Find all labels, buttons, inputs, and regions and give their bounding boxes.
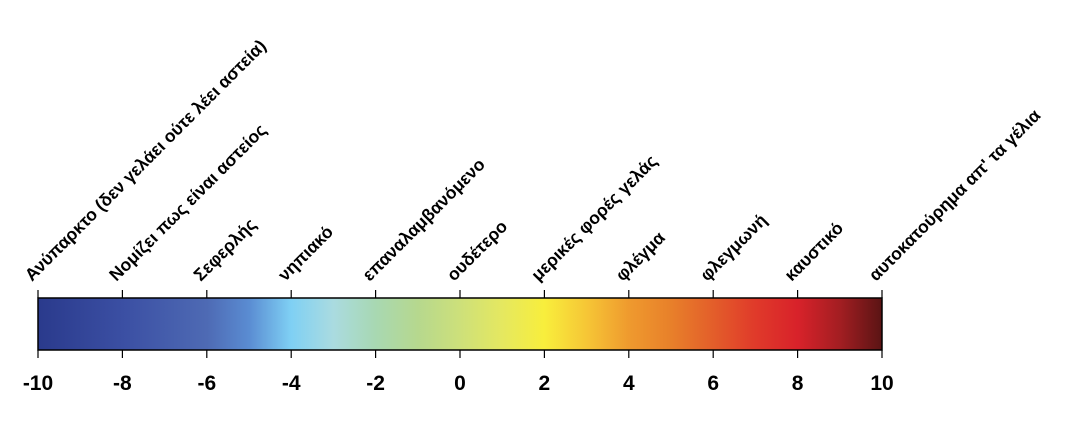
bottom-tick-marks (37, 350, 883, 358)
tick-value-label: -10 (23, 372, 53, 395)
number-labels: -10 -8 -6 -4 -2 0 2 4 6 8 10 (23, 372, 894, 395)
tick-value-label: 2 (539, 372, 551, 395)
tick-value-label: 8 (792, 372, 804, 395)
category-label: ουδέτερο (443, 216, 512, 285)
tick-value-label: 10 (870, 372, 893, 395)
category-label: Σεφερλής (189, 214, 260, 285)
color-gradient-bar (37, 297, 883, 351)
tick-value-label: 6 (707, 372, 719, 395)
tick-value-label: 4 (623, 372, 635, 395)
category-label: Νομίζει πως είναι αστείος (105, 120, 271, 286)
tick-value-label: -2 (366, 372, 385, 395)
tick-value-label: 0 (454, 372, 466, 395)
category-label: φλέγμα (611, 227, 669, 285)
category-label: νηπιακό (274, 222, 337, 285)
category-label: φλεγμωνή (696, 210, 771, 285)
category-label: αυτοκατούρημα απ' τα γέλια (865, 105, 1045, 285)
category-label: καυστικό (780, 218, 847, 285)
tick-value-label: -8 (113, 372, 132, 395)
top-tick-marks (37, 290, 883, 298)
category-labels: Ανύπαρκτο (δεν γελάει ούτε λέει αστεία)Ν… (21, 36, 1045, 286)
tick-value-label: -6 (197, 372, 216, 395)
tick-value-label: -4 (282, 372, 301, 395)
